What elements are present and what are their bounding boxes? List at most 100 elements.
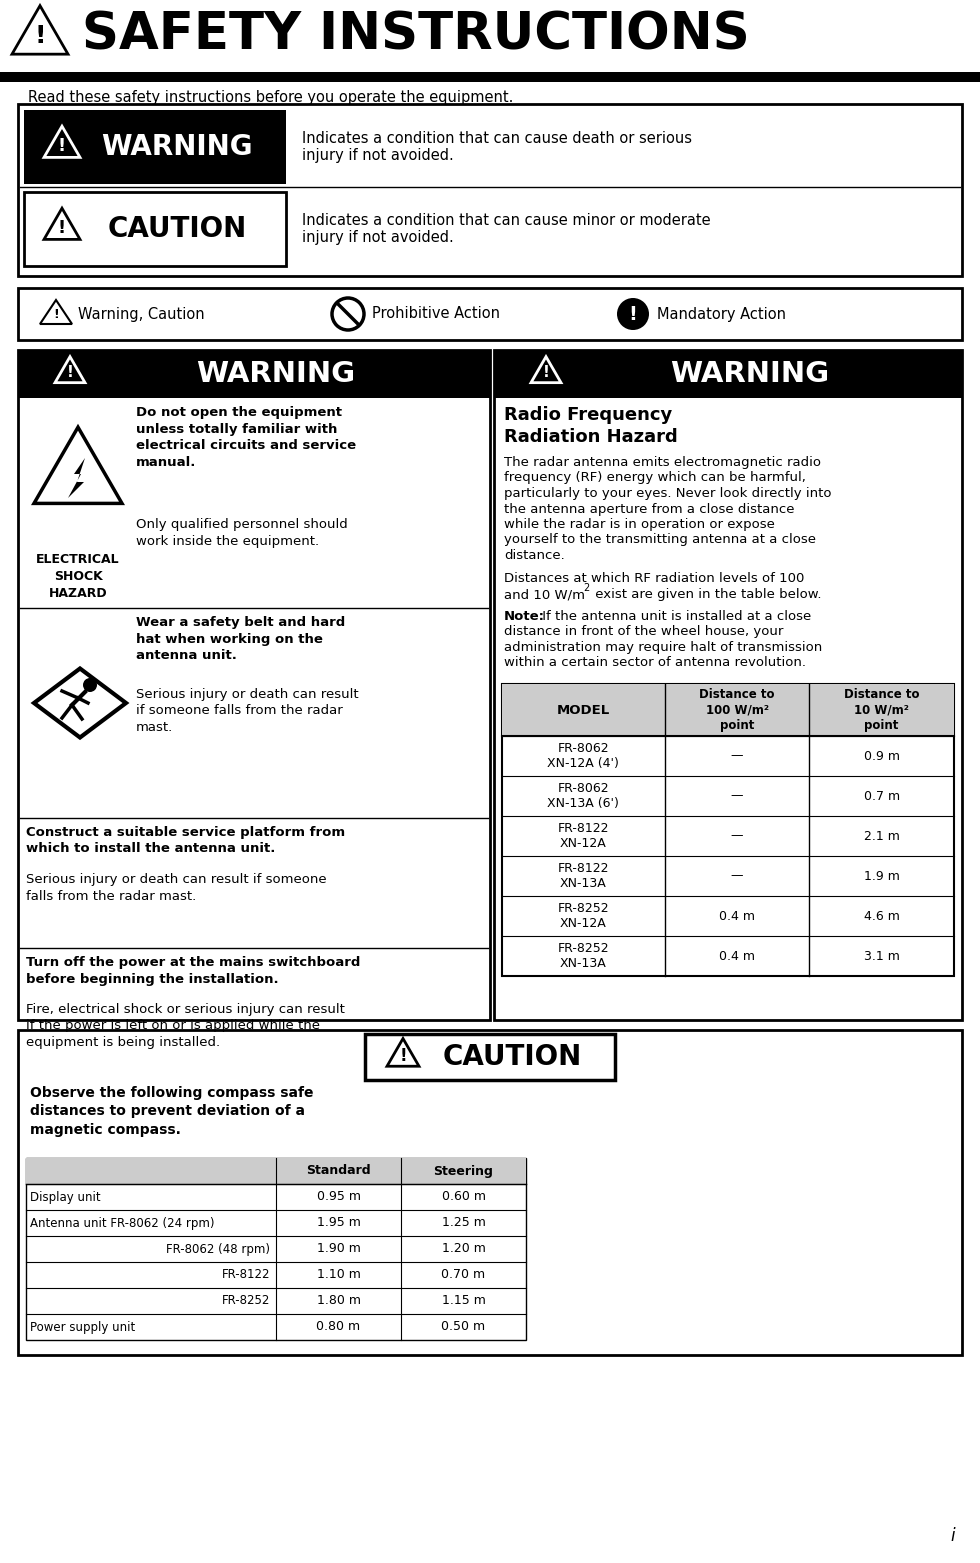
Polygon shape [55, 356, 85, 383]
Text: distance.: distance. [504, 549, 564, 563]
Polygon shape [44, 127, 80, 158]
Text: Only qualified personnel should
work inside the equipment.: Only qualified personnel should work ins… [136, 517, 348, 547]
Text: 0.4 m: 0.4 m [719, 910, 755, 922]
Text: Antenna unit FR-8062 (24 rpm): Antenna unit FR-8062 (24 rpm) [30, 1216, 215, 1230]
Polygon shape [34, 427, 122, 503]
Text: i: i [951, 1527, 955, 1544]
Text: SAFETY INSTRUCTIONS: SAFETY INSTRUCTIONS [82, 11, 750, 61]
Text: Radio Frequency: Radio Frequency [504, 406, 672, 424]
Text: —: — [731, 869, 743, 883]
Text: administration may require halt of transmission: administration may require halt of trans… [504, 641, 822, 653]
Text: Observe the following compass safe
distances to prevent deviation of a
magnetic : Observe the following compass safe dista… [30, 1086, 314, 1136]
Bar [18, 350, 490, 1021]
Text: 2.1 m: 2.1 m [863, 830, 900, 842]
Circle shape [617, 299, 649, 330]
Bar [0, 72, 980, 81]
Text: 0.50 m: 0.50 m [441, 1321, 485, 1333]
Text: 1.90 m: 1.90 m [317, 1243, 361, 1255]
Text: distance in front of the wheel house, your: distance in front of the wheel house, yo… [504, 625, 783, 639]
Text: The radar antenna emits electromagnetic radio: The radar antenna emits electromagnetic … [504, 456, 821, 469]
Bar [18, 350, 490, 399]
Text: !: ! [58, 219, 66, 236]
Polygon shape [40, 300, 72, 324]
Text: FR-8122
XN-13A: FR-8122 XN-13A [558, 863, 610, 889]
Text: while the radar is in operation or expose: while the radar is in operation or expos… [504, 517, 775, 531]
Bar [494, 350, 962, 399]
Text: 1.80 m: 1.80 m [317, 1294, 361, 1308]
Polygon shape [12, 6, 68, 55]
Text: !: ! [399, 1047, 407, 1064]
Text: 0.4 m: 0.4 m [719, 949, 755, 963]
Polygon shape [34, 669, 126, 738]
Bar [18, 1030, 962, 1355]
Text: Serious injury or death can result
if someone falls from the radar
mast.: Serious injury or death can result if so… [136, 688, 359, 735]
Text: Prohibitive Action: Prohibitive Action [372, 306, 500, 322]
Bar [26, 1158, 526, 1339]
Bar [502, 685, 954, 736]
Text: —: — [731, 789, 743, 802]
Text: Construct a suitable service platform from
which to install the antenna unit.: Construct a suitable service platform fr… [26, 825, 345, 855]
Bar [494, 350, 962, 1021]
Text: Note:: Note: [504, 610, 545, 624]
Text: !: ! [34, 23, 46, 48]
Text: 3.1 m: 3.1 m [863, 949, 900, 963]
Polygon shape [68, 458, 85, 499]
Text: exist are given in the table below.: exist are given in the table below. [591, 588, 821, 602]
Circle shape [332, 299, 364, 330]
Text: Steering: Steering [433, 1164, 494, 1177]
Text: Fire, electrical shock or serious injury can result
if the power is left on or i: Fire, electrical shock or serious injury… [26, 1003, 345, 1049]
Text: 2: 2 [583, 583, 589, 592]
Text: 1.95 m: 1.95 m [317, 1216, 361, 1230]
Text: 1.9 m: 1.9 m [863, 869, 900, 883]
Text: Distance to
100 W/m²
point: Distance to 100 W/m² point [700, 688, 775, 731]
Text: Mandatory Action: Mandatory Action [657, 306, 786, 322]
Text: MODEL: MODEL [557, 703, 610, 716]
Bar [24, 192, 286, 266]
Bar [502, 685, 954, 975]
Text: 1.10 m: 1.10 m [317, 1269, 361, 1282]
Text: 0.70 m: 0.70 m [441, 1269, 485, 1282]
Text: Distances at which RF radiation levels of 100: Distances at which RF radiation levels o… [504, 572, 805, 586]
Text: Indicates a condition that can cause minor or moderate
injury if not avoided.: Indicates a condition that can cause min… [302, 213, 710, 245]
Text: and 10 W/m: and 10 W/m [504, 588, 585, 602]
Text: !: ! [628, 305, 637, 324]
Text: Standard: Standard [306, 1164, 370, 1177]
Text: Radiation Hazard: Radiation Hazard [504, 428, 678, 445]
Bar [18, 105, 962, 277]
Text: 0.60 m: 0.60 m [442, 1191, 485, 1204]
Text: WARNING: WARNING [101, 133, 253, 161]
Text: —: — [731, 750, 743, 763]
Text: the antenna aperture from a close distance: the antenna aperture from a close distan… [504, 502, 795, 516]
Text: Display unit: Display unit [30, 1191, 101, 1204]
Text: 4.6 m: 4.6 m [863, 910, 900, 922]
Text: !: ! [67, 366, 74, 380]
Polygon shape [531, 356, 561, 383]
Text: If the antenna unit is installed at a close: If the antenna unit is installed at a cl… [538, 610, 811, 624]
Text: 1.25 m: 1.25 m [442, 1216, 485, 1230]
Polygon shape [44, 208, 80, 239]
Text: Warning, Caution: Warning, Caution [78, 306, 205, 322]
Text: FR-8252
XN-13A: FR-8252 XN-13A [558, 942, 610, 971]
Text: FR-8252
XN-12A: FR-8252 XN-12A [558, 902, 610, 930]
Text: !: ! [543, 366, 550, 380]
Text: Distance to
10 W/m²
point: Distance to 10 W/m² point [844, 688, 919, 731]
Text: 0.7 m: 0.7 m [863, 789, 900, 802]
Text: ELECTRICAL
SHOCK
HAZARD: ELECTRICAL SHOCK HAZARD [36, 553, 120, 600]
Text: FR-8062
XN-12A (4'): FR-8062 XN-12A (4') [548, 742, 619, 771]
Text: Do not open the equipment
unless totally familiar with
electrical circuits and s: Do not open the equipment unless totally… [136, 406, 356, 469]
Text: Wear a safety belt and hard
hat when working on the
antenna unit.: Wear a safety belt and hard hat when wor… [136, 616, 345, 663]
Text: —: — [731, 830, 743, 842]
Text: FR-8062 (48 rpm): FR-8062 (48 rpm) [166, 1243, 270, 1255]
Text: Indicates a condition that can cause death or serious
injury if not avoided.: Indicates a condition that can cause dea… [302, 131, 692, 163]
Polygon shape [387, 1038, 419, 1066]
Text: !: ! [53, 308, 59, 320]
Text: particularly to your eyes. Never look directly into: particularly to your eyes. Never look di… [504, 488, 831, 500]
Text: Turn off the power at the mains switchboard
before beginning the installation.: Turn off the power at the mains switchbo… [26, 957, 361, 986]
Circle shape [83, 678, 97, 692]
Text: WARNING: WARNING [196, 359, 356, 388]
Text: CAUTION: CAUTION [442, 1043, 581, 1071]
Text: !: ! [58, 136, 66, 155]
Text: FR-8252: FR-8252 [221, 1294, 270, 1308]
Bar [24, 109, 286, 184]
Text: within a certain sector of antenna revolution.: within a certain sector of antenna revol… [504, 656, 806, 669]
